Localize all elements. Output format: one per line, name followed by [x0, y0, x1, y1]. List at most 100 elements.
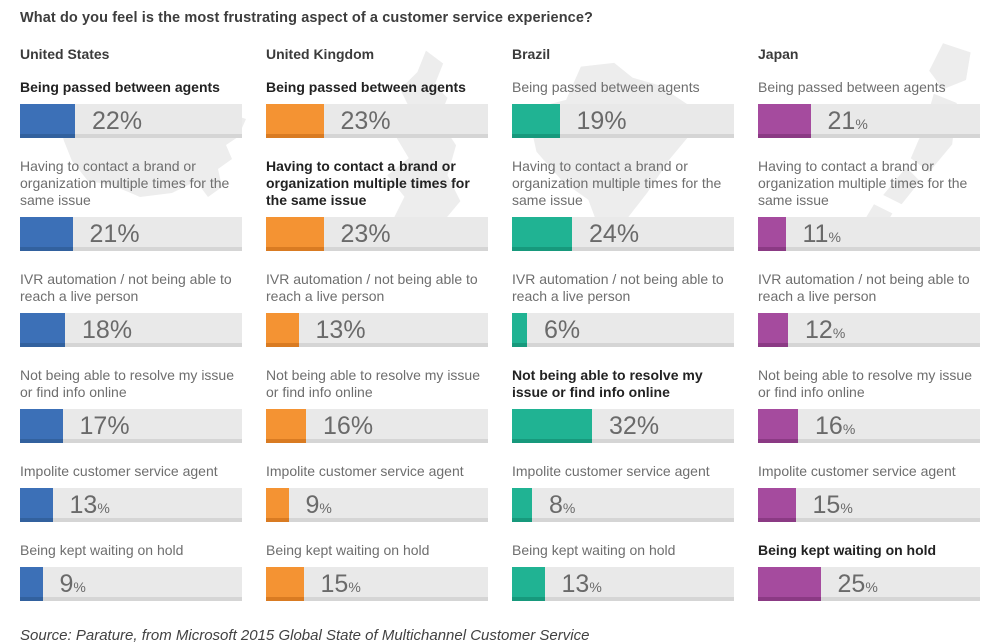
bar-value-number: 19	[576, 106, 605, 135]
bar-cell: Not being able to resolve my issue or fi…	[20, 367, 242, 443]
bar-track: 18%	[20, 313, 242, 347]
bar-cell: Having to contact a brand or organizatio…	[266, 158, 488, 251]
bar-cell: Not being able to resolve my issue or fi…	[512, 367, 734, 443]
percent-sign: %	[636, 411, 660, 440]
bar-value-number: 13	[315, 315, 344, 344]
category-label: Being passed between agents	[512, 79, 700, 95]
bar-fill	[20, 313, 65, 347]
bar-cell: Being passed between agents 21%	[758, 79, 980, 138]
bar-value: 25%	[838, 571, 878, 597]
bar-value: 18%	[82, 315, 133, 344]
bar-track: 13%	[512, 567, 734, 601]
bar-cell: Having to contact a brand or organizatio…	[512, 158, 734, 251]
bar-fill	[266, 313, 299, 347]
bar-value: 21%	[90, 219, 140, 248]
bar-value-number: 13	[69, 490, 98, 519]
chart-grid: United States United Kingdom Brazil Japan Be…	[20, 46, 980, 621]
country-header-0: United States	[20, 46, 110, 62]
bar-value: 19%	[576, 106, 627, 135]
category-label: Impolite customer service agent	[512, 463, 710, 479]
category-label: Not being able to resolve my issue or fi…	[512, 367, 703, 400]
category-label: Being kept waiting on hold	[20, 542, 184, 558]
percent-sign: %	[589, 578, 602, 595]
country-header-3: Japan	[758, 46, 799, 62]
bar-value: 6%	[544, 315, 580, 344]
bar-cell: Having to contact a brand or organizatio…	[20, 158, 242, 251]
percent-sign: %	[350, 411, 374, 440]
percent-sign: %	[107, 411, 130, 440]
bar-value: 9%	[59, 569, 86, 598]
bar-cell: Impolite customer service agent 15%	[758, 463, 980, 522]
bar-value: 15%	[813, 492, 853, 518]
category-label: Being passed between agents	[266, 79, 466, 95]
bar-fill	[20, 567, 43, 601]
bar-track: 21%	[758, 104, 980, 138]
bar-cell: Having to contact a brand or organizatio…	[758, 158, 980, 251]
bar-cell: Not being able to resolve my issue or fi…	[266, 367, 488, 443]
bar-value: 24%	[589, 219, 640, 248]
category-label: IVR automation / not being able to reach…	[512, 271, 724, 304]
bar-value-number: 13	[561, 569, 590, 598]
category-label: Being kept waiting on hold	[758, 542, 937, 558]
category-label: Being passed between agents	[20, 79, 220, 95]
category-label: Having to contact a brand or organizatio…	[20, 158, 230, 208]
bar-fill	[266, 567, 304, 601]
percent-sign: %	[616, 219, 640, 248]
bar-fill	[758, 313, 788, 347]
bar-fill	[512, 104, 560, 138]
bar-fill	[758, 217, 786, 251]
bar-value-number: 16	[323, 411, 351, 440]
percent-sign: %	[828, 228, 841, 245]
bar-cell: Impolite customer service agent 13%	[20, 463, 242, 522]
bar-track: 16%	[758, 409, 980, 443]
bar-fill	[20, 488, 53, 522]
percent-sign: %	[842, 420, 856, 437]
bar-value: 16%	[323, 411, 374, 440]
category-label: Having to contact a brand or organizatio…	[512, 158, 722, 208]
bar-track: 15%	[266, 567, 488, 601]
bar-cell: IVR automation / not being able to reach…	[758, 271, 980, 347]
bar-track: 9%	[266, 488, 488, 522]
category-label: Being kept waiting on hold	[512, 542, 676, 558]
category-label: Impolite customer service agent	[266, 463, 464, 479]
bar-value-number: 17	[79, 411, 108, 440]
bar-track: 19%	[512, 104, 734, 138]
category-label: Having to contact a brand or organizatio…	[758, 158, 968, 208]
bar-cell: Being kept waiting on hold 13%	[512, 542, 734, 601]
percent-sign: %	[604, 106, 627, 135]
percent-sign: %	[368, 219, 391, 248]
bar-value-number: 21	[827, 106, 856, 135]
percent-sign: %	[109, 315, 133, 344]
bar-value: 13%	[315, 315, 366, 344]
bar-value-number: 11	[802, 219, 829, 248]
bar-cell: Impolite customer service agent 9%	[266, 463, 488, 522]
bar-track: 25%	[758, 567, 980, 601]
category-label: Not being able to resolve my issue or fi…	[266, 367, 480, 400]
bar-value: 23%	[341, 108, 391, 134]
bar-value: 11%	[802, 219, 841, 248]
bar-value: 22%	[92, 108, 142, 134]
bar-track: 24%	[512, 217, 734, 251]
bar-cell: Being kept waiting on hold 15%	[266, 542, 488, 601]
bar-value-number: 32	[609, 411, 637, 440]
category-label: Having to contact a brand or organizatio…	[266, 158, 470, 208]
bar-value-number: 12	[805, 315, 833, 344]
bar-fill	[266, 104, 324, 138]
bar-track: 13%	[20, 488, 242, 522]
bar-value-number: 9	[59, 569, 74, 598]
bar-track: 6%	[512, 313, 734, 347]
bar-fill	[758, 488, 796, 522]
category-label: Being passed between agents	[758, 79, 946, 95]
category-label: IVR automation / not being able to reach…	[266, 271, 478, 304]
bar-cell: Being passed between agents 19%	[512, 79, 734, 138]
percent-sign: %	[117, 219, 140, 248]
percent-sign: %	[97, 499, 110, 516]
category-label: IVR automation / not being able to reach…	[20, 271, 232, 304]
category-label: Not being able to resolve my issue or fi…	[20, 367, 234, 400]
bar-value-number: 6	[544, 315, 558, 344]
bar-cell: Being passed between agents 23%	[266, 79, 488, 138]
bar-fill	[20, 409, 63, 443]
percent-sign: %	[73, 578, 86, 595]
bar-value: 23%	[341, 219, 391, 248]
